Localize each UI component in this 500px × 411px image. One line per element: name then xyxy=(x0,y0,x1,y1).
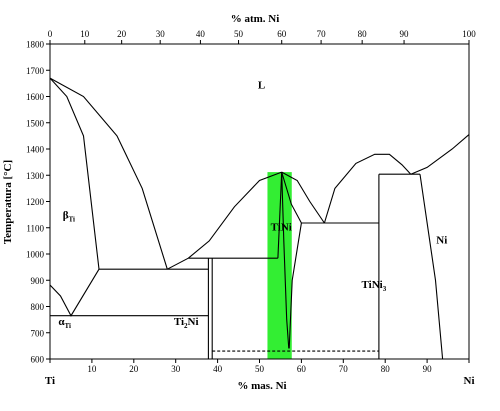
left-end-label: Ti xyxy=(45,375,55,387)
x-tick-label: 40 xyxy=(213,364,223,374)
y-tick-label: 900 xyxy=(31,276,45,286)
region-label: L xyxy=(258,80,265,92)
top-tick-label: 30 xyxy=(156,29,166,39)
phase-boundary-16 xyxy=(323,153,412,224)
axis-ticks: 6007008009001000110012001300140015001600… xyxy=(26,29,476,374)
x-tick-label: 60 xyxy=(297,364,307,374)
phase-boundary-0 xyxy=(49,77,100,270)
x-tick-label: 20 xyxy=(129,364,139,374)
region-label: TiNi xyxy=(271,221,292,233)
chart-title: % atm. Ni xyxy=(231,13,280,25)
y-axis-label: Temperatura [°C] xyxy=(2,160,14,244)
highlight-band xyxy=(267,172,292,359)
y-tick-label: 1100 xyxy=(26,223,44,233)
x-tick-label: 90 xyxy=(423,364,433,374)
y-tick-label: 800 xyxy=(31,302,45,312)
x-tick-label: 30 xyxy=(171,364,181,374)
region-label: βTi xyxy=(63,210,75,224)
y-tick-label: 1800 xyxy=(26,40,45,50)
y-tick-label: 1600 xyxy=(26,92,45,102)
y-tick-label: 1000 xyxy=(26,250,45,260)
phase-boundary-14 xyxy=(288,222,302,349)
top-tick-label: 90 xyxy=(400,29,410,39)
top-tick-label: 50 xyxy=(234,29,244,39)
phase-boundary-20 xyxy=(419,174,444,360)
top-tick-label: 10 xyxy=(80,29,90,39)
phase-boundary-9 xyxy=(187,171,282,259)
phase-boundary-3 xyxy=(167,257,189,270)
top-tick-label: 100 xyxy=(462,29,476,39)
phase-boundary-19 xyxy=(410,134,470,175)
y-tick-label: 1300 xyxy=(26,171,45,181)
top-tick-label: 60 xyxy=(277,29,287,39)
top-tick-label: 20 xyxy=(117,29,127,39)
x-tick-label: 10 xyxy=(87,364,97,374)
region-label: Ti2Ni xyxy=(174,316,199,330)
phase-boundary-12 xyxy=(281,172,290,349)
phase-boundary-10 xyxy=(281,171,325,224)
right-end-label: Ni xyxy=(464,375,475,387)
y-tick-label: 600 xyxy=(31,355,45,365)
top-tick-label: 40 xyxy=(196,29,206,39)
top-tick-label: 80 xyxy=(358,29,368,39)
phase-boundary-13 xyxy=(281,171,302,224)
phase-boundaries xyxy=(49,77,470,360)
top-tick-label: 0 xyxy=(48,29,53,39)
y-tick-label: 1200 xyxy=(26,197,45,207)
x-tick-label: 70 xyxy=(339,364,349,374)
y-tick-label: 700 xyxy=(31,328,45,338)
x-tick-label: 50 xyxy=(255,364,265,374)
x-axis-label: % mas. Ni xyxy=(237,380,286,392)
x-tick-label: 80 xyxy=(381,364,391,374)
region-label: Ni xyxy=(436,235,447,247)
y-tick-label: 1400 xyxy=(26,145,45,155)
region-label: TiNi3 xyxy=(362,279,387,293)
region-label: αTi xyxy=(58,316,71,330)
phase-boundary-1 xyxy=(49,77,168,270)
top-tick-label: 70 xyxy=(317,29,327,39)
y-tick-label: 1500 xyxy=(26,118,45,128)
y-tick-label: 1700 xyxy=(26,66,45,76)
phase-boundary-11 xyxy=(277,172,283,259)
phase-boundary-4 xyxy=(49,268,100,317)
